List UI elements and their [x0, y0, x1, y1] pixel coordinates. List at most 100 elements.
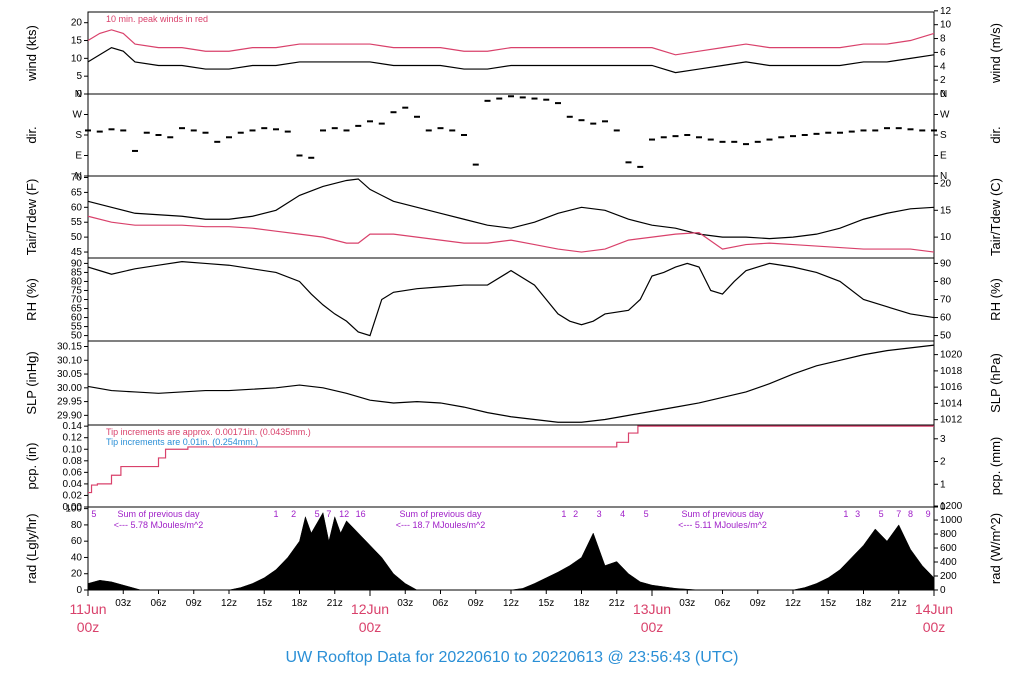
left-tick-label: 0.10 — [63, 444, 83, 455]
wind-series-0 — [87, 47, 935, 74]
right-tick-label: 60 — [940, 313, 952, 324]
left-tick-label: 0 — [76, 89, 82, 100]
wind-ylabel: wind (kts) — [24, 25, 39, 82]
left-tick-label: S — [75, 130, 82, 141]
dir-point — [860, 129, 867, 132]
x-day-time: 00z — [77, 619, 100, 635]
dir-point — [461, 134, 467, 136]
left-tick-label: 100 — [65, 504, 82, 515]
dir-point — [837, 131, 843, 134]
dir-point — [214, 140, 221, 143]
dir-point — [872, 129, 879, 132]
right-tick-label: 1014 — [940, 398, 963, 409]
temp-series-tair — [87, 178, 935, 240]
pcp-note-1: Tip increments are 0.01in. (0.254mm.) — [106, 437, 258, 447]
rad-panel — [84, 505, 938, 591]
rad-hour-mark: 1 — [273, 509, 278, 519]
dir-point — [719, 140, 726, 143]
rad-hour-mark: 8 — [908, 509, 913, 519]
left-tick-label: 5 — [76, 71, 82, 82]
dir-point — [132, 149, 138, 152]
x-day-label: 14Jun — [915, 601, 953, 617]
left-tick-label: 60 — [71, 536, 83, 547]
left-tick-label: 10 — [71, 53, 83, 64]
x-day-time: 00z — [923, 619, 946, 635]
x-day-label: 12Jun — [351, 601, 389, 617]
x-tick-label: 06z — [432, 598, 448, 609]
dir-point — [402, 106, 409, 109]
right-tick-label: 600 — [940, 543, 957, 554]
x-day-label: 13Jun — [633, 601, 671, 617]
left-tick-label: 0.06 — [63, 467, 83, 478]
rad-day-sum-value: <--- 5.11 MJoules/m^2 — [678, 520, 767, 530]
dir-point — [249, 129, 256, 132]
left-tick-label: 55 — [71, 322, 83, 333]
rad-hour-mark: 5 — [879, 509, 884, 519]
temp-panel — [84, 175, 938, 259]
left-tick-label: 0.04 — [63, 479, 83, 490]
rad-hour-mark: 3 — [855, 509, 860, 519]
x-tick-label: 15z — [538, 598, 554, 609]
dir-point — [578, 119, 585, 122]
rad-hour-mark: 1 — [561, 509, 566, 519]
dir-point — [108, 128, 115, 131]
x-tick-label: 12z — [785, 598, 801, 609]
right-tick-label: 1 — [940, 479, 946, 490]
x-tick-label: 09z — [750, 598, 766, 609]
dir-point — [296, 154, 303, 157]
left-tick-label: 0.00 — [63, 502, 83, 513]
temp-ylabel-right: Tair/Tdew (C) — [988, 178, 1003, 256]
left-tick-label: 0.12 — [63, 433, 83, 444]
right-tick-label: 1016 — [940, 382, 963, 393]
left-tick-label: 0 — [76, 585, 82, 596]
dir-point — [907, 128, 914, 131]
slp-frame — [87, 340, 935, 426]
rad-day-sum-value: <--- 18.7 MJoules/m^2 — [396, 520, 486, 530]
dir-point — [531, 97, 538, 100]
temp-series-tdew — [87, 215, 935, 253]
left-tick-label: N — [75, 89, 82, 100]
right-tick-label: 1000 — [940, 515, 963, 526]
right-tick-label: 10 — [940, 20, 952, 31]
rad-hour-mark: 2 — [291, 509, 296, 519]
temp-ylabel: Tair/Tdew (F) — [24, 179, 39, 256]
x-day-time: 00z — [359, 619, 382, 635]
x-tick-label: 09z — [468, 598, 484, 609]
dir-point — [660, 136, 667, 139]
right-tick-label: 1018 — [940, 366, 963, 377]
dir-point — [672, 135, 679, 138]
right-tick-label: E — [940, 151, 947, 162]
wind-frame — [87, 11, 935, 95]
rh-series-0 — [87, 261, 935, 337]
dir-point — [202, 131, 209, 134]
left-tick-label: 15 — [71, 36, 83, 47]
rad-hour-mark: 4 — [620, 509, 625, 519]
x-tick-label: 06z — [150, 598, 166, 609]
dir-point — [743, 143, 749, 146]
left-tick-label: 30.00 — [57, 383, 82, 394]
dir-point — [437, 127, 444, 130]
left-tick-label: N — [75, 171, 82, 182]
dir-point — [919, 129, 926, 132]
right-tick-label: N — [940, 171, 947, 182]
rad-ylabel-right: rad (W/m^2) — [988, 513, 1003, 584]
dir-point — [308, 156, 315, 159]
rad-hour-mark: 3 — [597, 509, 602, 519]
right-tick-label: 12 — [940, 6, 952, 17]
rad-hour-mark: 2 — [573, 509, 578, 519]
dir-point — [555, 102, 561, 105]
rh-ylabel: RH (%) — [24, 278, 39, 321]
left-tick-label: 0.02 — [63, 490, 83, 501]
right-tick-label: 0 — [940, 585, 946, 596]
rad-hour-mark: 5 — [644, 509, 649, 519]
rh-panel — [84, 257, 938, 342]
dir-point — [778, 136, 785, 139]
rad-series-0 — [87, 512, 935, 591]
left-tick-label: 60 — [71, 202, 83, 213]
right-tick-label: 400 — [940, 557, 957, 568]
rad-hour-mark: 5 — [91, 509, 96, 519]
left-tick-label: 55 — [71, 217, 83, 228]
dir-point — [613, 129, 620, 132]
dir-point — [226, 136, 232, 139]
dir-point — [143, 131, 150, 134]
